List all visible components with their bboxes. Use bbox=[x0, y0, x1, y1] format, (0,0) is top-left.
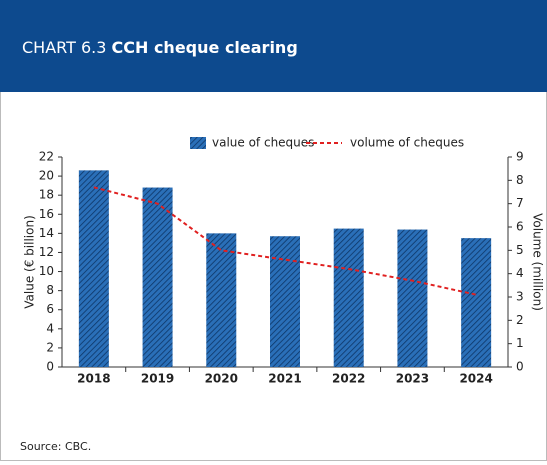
y-tick-label: 2 bbox=[46, 340, 54, 354]
y-axis-label: Value (€ billion) bbox=[23, 215, 37, 308]
x-tick-label: 2024 bbox=[459, 372, 492, 386]
x-tick-label: 2018 bbox=[77, 372, 110, 386]
chart-title: CHART 6.3 CCH cheque clearing bbox=[22, 38, 298, 57]
y-tick-label: 4 bbox=[46, 321, 54, 335]
legend-swatch bbox=[190, 137, 206, 149]
y-tick-label: 8 bbox=[46, 283, 54, 297]
bar bbox=[78, 170, 109, 367]
bar bbox=[333, 228, 364, 367]
y2-tick-label: 2 bbox=[516, 313, 524, 327]
y2-tick-label: 5 bbox=[516, 243, 524, 257]
bar bbox=[206, 233, 237, 367]
y-tick-label: 16 bbox=[39, 207, 54, 221]
source: Source: CBC. bbox=[20, 440, 91, 453]
y2-tick-label: 1 bbox=[516, 336, 524, 350]
y2-tick-label: 9 bbox=[516, 150, 524, 164]
y2-tick-label: 8 bbox=[516, 173, 524, 187]
y2-axis-label: Volume (million) bbox=[531, 213, 545, 311]
x-tick-label: 2022 bbox=[332, 372, 365, 386]
x-tick-label: 2020 bbox=[205, 372, 238, 386]
y2-tick-label: 7 bbox=[516, 196, 524, 210]
line bbox=[93, 186, 477, 296]
y2-tick-label: 6 bbox=[516, 220, 524, 234]
y-tick-label: 12 bbox=[39, 245, 54, 259]
bar bbox=[397, 229, 428, 367]
y-tick-label: 18 bbox=[39, 188, 54, 202]
chart-label: CHART 6.3 bbox=[22, 38, 106, 57]
y2-tick-label: 3 bbox=[516, 290, 524, 304]
legend-label: volume of cheques bbox=[350, 136, 464, 150]
x-tick-label: 2021 bbox=[268, 372, 301, 386]
header bbox=[0, 0, 547, 92]
bar bbox=[270, 236, 300, 367]
y-tick-label: 14 bbox=[39, 226, 54, 240]
legend-label: value of cheques bbox=[212, 136, 314, 150]
y-tick-label: 0 bbox=[46, 360, 54, 374]
y2-tick-label: 4 bbox=[516, 266, 524, 280]
y-tick-label: 20 bbox=[39, 169, 54, 183]
chart-title-text: CCH cheque clearing bbox=[112, 38, 298, 57]
bar bbox=[461, 238, 492, 367]
x-tick-label: 2019 bbox=[141, 372, 174, 386]
bar bbox=[142, 187, 173, 367]
x-tick-label: 2023 bbox=[396, 372, 429, 386]
y2-tick-label: 0 bbox=[516, 360, 524, 374]
y-tick-label: 22 bbox=[39, 150, 54, 164]
y-tick-label: 6 bbox=[46, 302, 54, 316]
y-tick-label: 10 bbox=[39, 264, 54, 278]
